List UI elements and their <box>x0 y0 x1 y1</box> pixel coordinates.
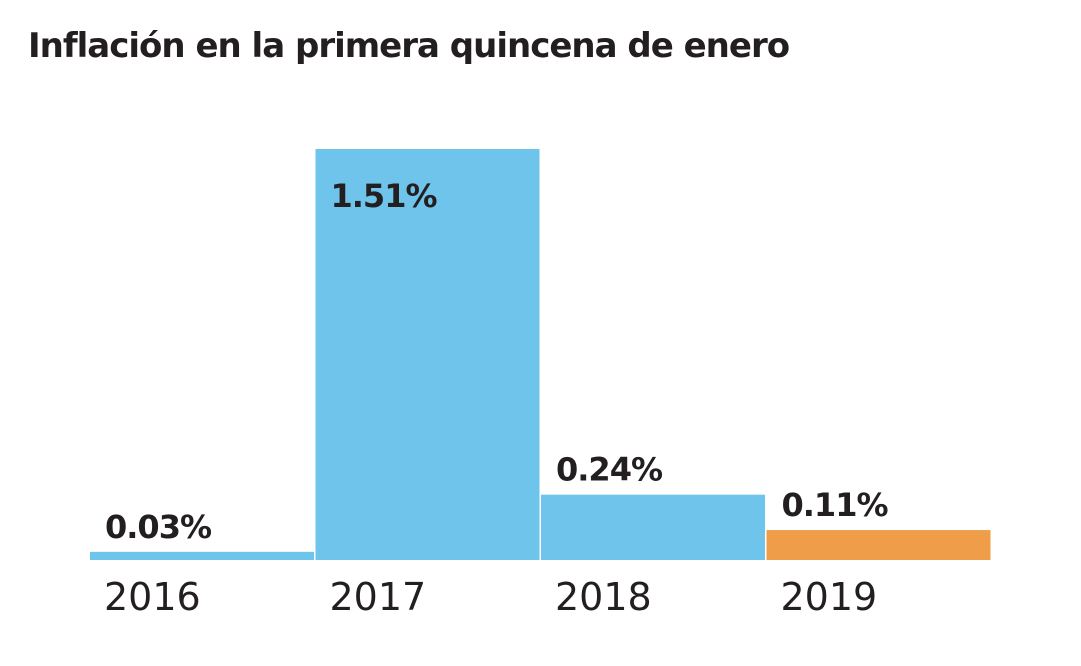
data-label-2016: 0.03% <box>105 508 212 546</box>
bar-2016 <box>90 551 314 560</box>
chart-title: Inflación en la primera quincena de ener… <box>28 26 790 66</box>
x-tick-label-2016: 2016 <box>104 575 201 619</box>
data-label-2017: 1.51% <box>331 177 438 215</box>
bar-2019 <box>766 530 991 560</box>
x-tick-label-2018: 2018 <box>555 575 652 619</box>
data-label-2019: 0.11% <box>782 486 889 524</box>
data-label-2018: 0.24% <box>556 451 663 489</box>
x-tick-label-2019: 2019 <box>781 575 878 619</box>
bar-2018 <box>541 494 765 560</box>
bar-2017 <box>315 149 540 560</box>
x-tick-label-2017: 2017 <box>330 575 427 619</box>
